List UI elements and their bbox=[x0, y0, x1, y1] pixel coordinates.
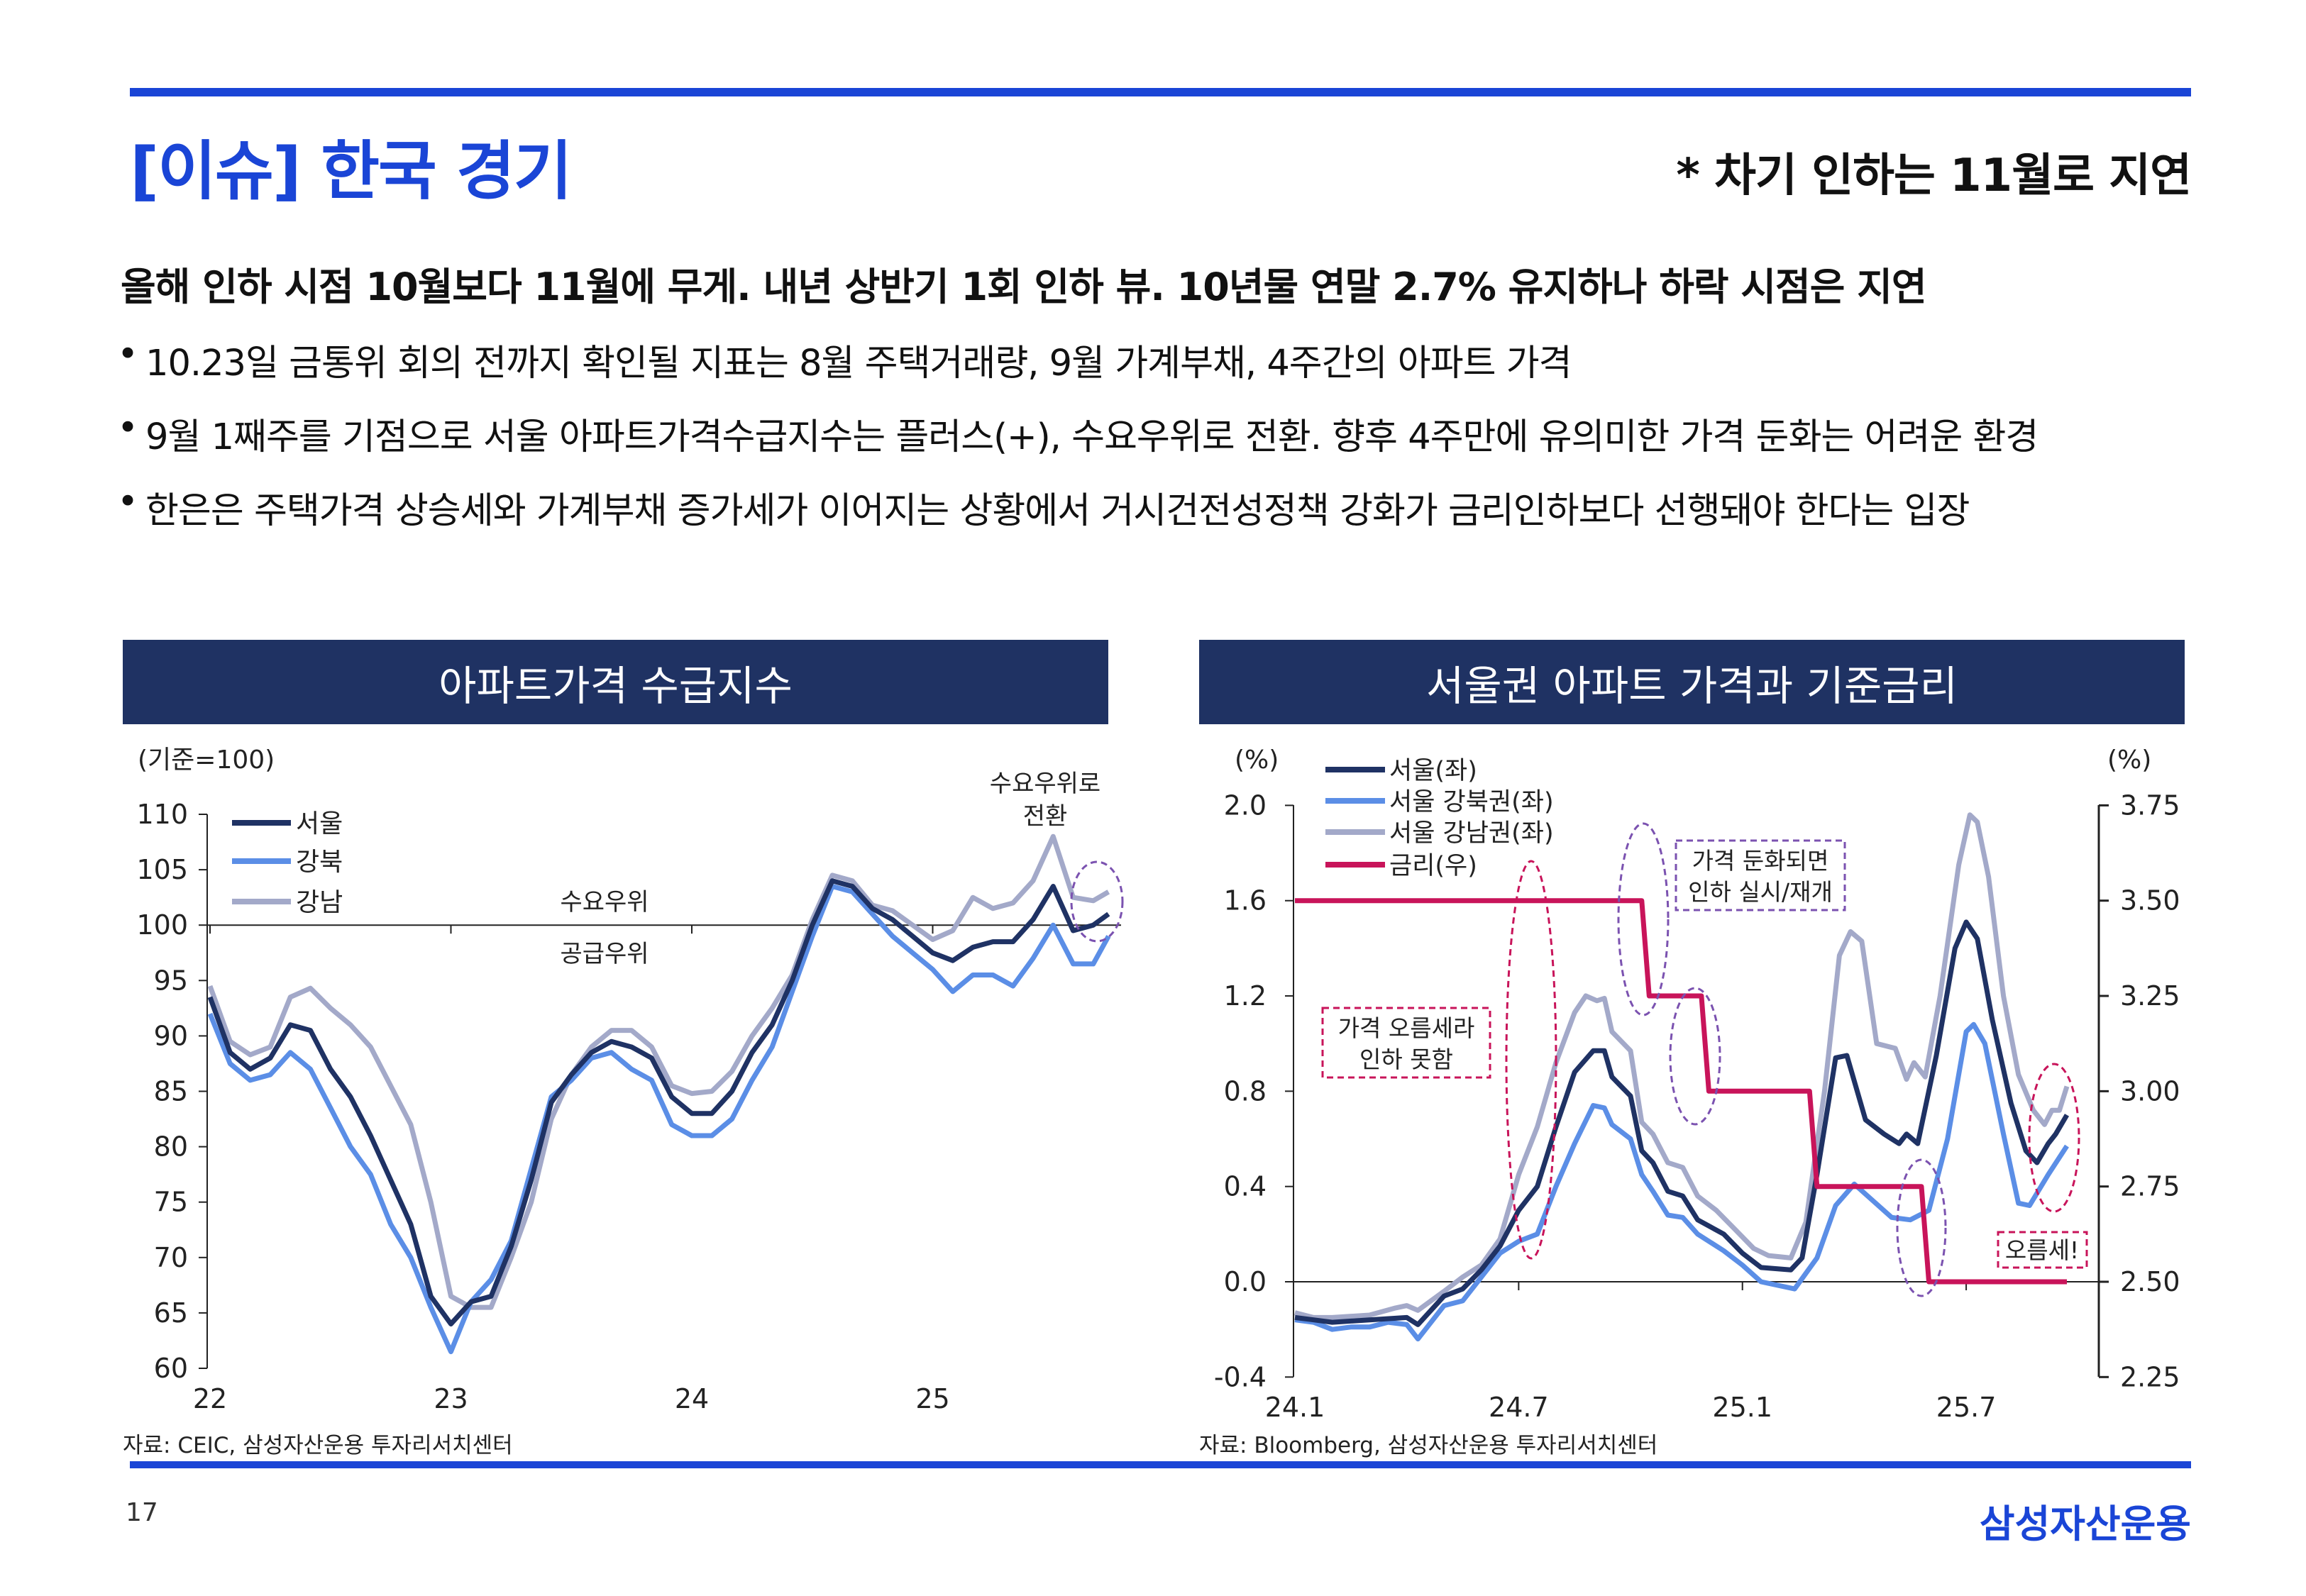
x-tick-label: 25.7 bbox=[1936, 1392, 1997, 1423]
annotation-text: 인하 못함 bbox=[1359, 1046, 1453, 1073]
summary-headline: 올해 인하 시점 10월보다 11월에 무게. 내년 상반기 1회 인하 뷰. … bbox=[121, 265, 1927, 309]
page-number: 17 bbox=[126, 1498, 158, 1527]
series-line-gangbuk bbox=[207, 884, 1111, 1355]
left-chart-source: 자료: CEIC, 삼성자산운용 투자리서치센터 bbox=[123, 1433, 513, 1458]
x-tick-label: 22 bbox=[193, 1383, 227, 1414]
highlight-ellipse bbox=[1617, 822, 1670, 1016]
annotation-text: 오름세! bbox=[2005, 1236, 2079, 1264]
turn-annotation: 전환 bbox=[1023, 802, 1068, 831]
left-y-tick-label: 0.8 bbox=[1224, 1075, 1267, 1107]
annotation-text: 가격 오름세라 bbox=[1338, 1014, 1475, 1042]
x-tick-label: 25 bbox=[915, 1383, 949, 1414]
legend-label: 금리(우) bbox=[1389, 852, 1477, 880]
y-tick-label: 75 bbox=[154, 1187, 188, 1218]
y-tick-label: 80 bbox=[154, 1131, 188, 1163]
x-tick-label: 23 bbox=[434, 1383, 468, 1414]
right-y-tick-label: 3.00 bbox=[2120, 1075, 2180, 1107]
highlight-ellipse bbox=[2028, 1063, 2080, 1213]
y-tick-label: 110 bbox=[136, 799, 188, 830]
annotation-box bbox=[1675, 839, 1846, 911]
bullet-item: 10.23일 금통위 회의 전까지 확인될 지표는 8월 주택거래량, 9월 가… bbox=[117, 333, 1572, 386]
turn-annotation: 수요우위로 bbox=[990, 770, 1100, 798]
demand-dominant-label: 수요우위 bbox=[560, 888, 649, 916]
company-logo: 삼성자산운용 bbox=[1979, 1502, 2191, 1546]
bottom-rule bbox=[130, 1461, 2191, 1468]
x-tick-label: 24.7 bbox=[1489, 1392, 1549, 1423]
left-y-tick-label: -0.4 bbox=[1214, 1361, 1267, 1392]
right-unit-label: (%) bbox=[2107, 746, 2151, 775]
left-y-tick-label: 0.0 bbox=[1224, 1266, 1267, 1297]
right-y-tick-label: 3.25 bbox=[2120, 980, 2180, 1012]
legend-label: 서울 bbox=[296, 809, 343, 838]
annotation-box bbox=[1997, 1231, 2088, 1269]
y-tick-label: 65 bbox=[154, 1297, 188, 1329]
left-y-tick-label: 2.0 bbox=[1224, 789, 1267, 821]
x-tick-label: 24.1 bbox=[1265, 1392, 1325, 1423]
right-y-tick-label: 3.50 bbox=[2120, 885, 2180, 916]
highlight-ellipse bbox=[1505, 860, 1557, 1260]
right-y-tick-label: 3.75 bbox=[2120, 789, 2180, 821]
page-title: [이슈] 한국 경기 bbox=[130, 134, 573, 209]
left-chart-title: 아파트가격 수급지수 bbox=[123, 640, 1108, 724]
right-y-tick-label: 2.75 bbox=[2120, 1171, 2180, 1202]
bullet-item: 한은은 주택가격 상승세와 가계부채 증가세가 이어지는 상황에서 거시건전성정… bbox=[117, 481, 1970, 533]
y-tick-label: 90 bbox=[154, 1020, 188, 1051]
series-line-base-rate bbox=[1295, 898, 2067, 1285]
series-line-gangnam bbox=[207, 833, 1110, 1310]
right-y-tick-label: 2.25 bbox=[2120, 1361, 2180, 1392]
left-unit-label: (%) bbox=[1235, 746, 1279, 775]
right-chart-source: 자료: Bloomberg, 삼성자산운용 투자리서치센터 bbox=[1199, 1433, 1658, 1458]
y-tick-label: 95 bbox=[154, 965, 188, 996]
annotation-box bbox=[1321, 1007, 1491, 1079]
unit-label: (기준=100) bbox=[138, 746, 275, 775]
legend-label: 서울(좌) bbox=[1389, 757, 1477, 785]
series-line-seoul bbox=[207, 878, 1110, 1326]
highlight-ellipse bbox=[1896, 1158, 1947, 1297]
annotation-text: 가격 둔화되면 bbox=[1692, 847, 1829, 875]
y-tick-label: 60 bbox=[154, 1353, 188, 1384]
y-tick-label: 105 bbox=[136, 854, 188, 885]
highlight-ellipse bbox=[1669, 987, 1721, 1126]
legend-label: 서울 강북권(좌) bbox=[1389, 788, 1554, 816]
y-tick-label: 70 bbox=[154, 1242, 188, 1273]
y-tick-label: 85 bbox=[154, 1076, 188, 1107]
header-note: * 차기 인하는 11월로 지연 bbox=[1676, 150, 2192, 202]
y-tick-label: 100 bbox=[136, 909, 188, 941]
annotation-text: 인하 실시/재개 bbox=[1688, 878, 1833, 906]
series-line-gangbuk bbox=[1294, 1021, 2069, 1342]
left-y-tick-label: 0.4 bbox=[1224, 1171, 1267, 1202]
right-y-tick-label: 2.50 bbox=[2120, 1266, 2180, 1297]
left-y-tick-label: 1.6 bbox=[1224, 885, 1267, 916]
legend-label: 강북 bbox=[296, 848, 343, 877]
series-line-seoul bbox=[1294, 919, 2070, 1327]
series-line-gangnam bbox=[1294, 812, 2070, 1320]
legend-label: 강남 bbox=[296, 888, 343, 917]
x-tick-label: 25.1 bbox=[1712, 1392, 1772, 1423]
legend-label: 서울 강남권(좌) bbox=[1389, 819, 1554, 848]
left-y-tick-label: 1.2 bbox=[1224, 980, 1267, 1012]
supply-dominant-label: 공급우위 bbox=[560, 940, 649, 968]
bullet-item: 9월 1째주를 기점으로 서울 아파트가격수급지수는 플러스(+), 수요우위로… bbox=[117, 407, 2039, 460]
top-rule bbox=[130, 88, 2191, 96]
x-tick-label: 24 bbox=[675, 1383, 709, 1414]
right-chart-title: 서울권 아파트 가격과 기준금리 bbox=[1199, 640, 2185, 724]
highlight-ellipse bbox=[1070, 860, 1124, 943]
